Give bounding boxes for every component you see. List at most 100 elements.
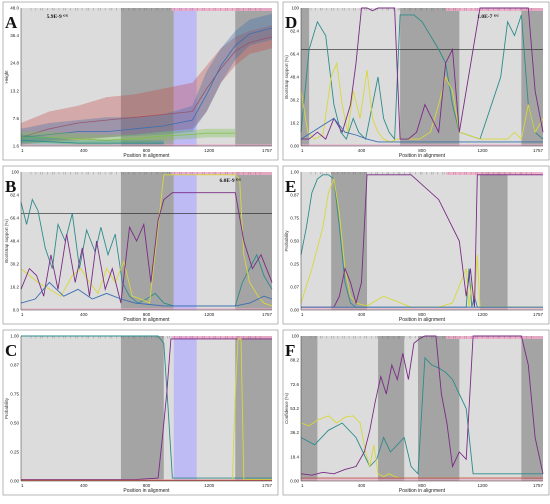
y-axis-label: Bootstrap support (%) <box>4 219 9 263</box>
series-line <box>20 281 273 307</box>
y-tick-label: 0.00 <box>290 144 299 149</box>
x-tick-label: 1200 <box>477 483 488 488</box>
series-line <box>300 356 543 475</box>
x-axis-label: Position in alignment <box>123 153 170 159</box>
bottom-strip <box>301 479 543 481</box>
shaded-region <box>235 8 272 146</box>
x-tick-label: 800 <box>143 483 151 488</box>
series-band <box>21 25 272 145</box>
panel-a: 1 400 800 1200 1757 1.6 7.6 13.2 24.8 36.4 48.0 Pos… <box>2 1 279 161</box>
x-tick-label: 1200 <box>204 312 215 317</box>
y-tick-label: 24.8 <box>10 61 19 66</box>
x-tick-label: 400 <box>358 312 366 317</box>
bottom-strip <box>21 144 272 146</box>
series-line <box>300 335 544 476</box>
y-tick-label: 13.2 <box>10 88 19 93</box>
panel-label: B <box>5 177 16 196</box>
series-line <box>301 7 544 140</box>
panel-label: F <box>285 341 295 360</box>
y-tick-label: 100 <box>291 334 299 339</box>
y-tick-label: 48.4 <box>290 75 299 80</box>
series-line <box>20 139 164 144</box>
highlight-region <box>173 336 197 481</box>
x-tick-label: 1757 <box>262 148 273 153</box>
y-tick-label: 82.4 <box>290 29 299 34</box>
series-line <box>21 338 272 481</box>
x-axis-label: Position in alignment <box>123 488 170 494</box>
panel-d: 1 400 800 1200 1757 0.00 16.2 30.2 48.4 66.4 82.4 1… <box>282 1 550 161</box>
y-axis-label: Probability <box>284 230 289 252</box>
y-tick-label: 0.00 <box>290 479 299 484</box>
top-strip <box>446 336 543 339</box>
x-tick-label: 1 <box>21 312 24 317</box>
shaded-region <box>301 8 310 146</box>
y-axis-label: Confidence (%) <box>284 392 289 424</box>
series-line <box>20 198 273 307</box>
y-tick-label: 16.2 <box>290 121 299 126</box>
x-tick-label: 1 <box>21 148 24 153</box>
series-line <box>300 14 544 141</box>
y-tick-label: 0.50 <box>290 239 299 244</box>
y-tick-label: 48.4 <box>10 239 19 244</box>
shaded-region <box>301 336 318 481</box>
y-tick-label: 30.2 <box>290 98 299 103</box>
y-tick-label: 0.75 <box>10 392 19 397</box>
x-tick-label: 400 <box>80 312 88 317</box>
bottom-strip <box>301 144 543 146</box>
panel-c: 1 400 800 1200 1757 0.00 0.25 0.50 0.75 0.87 1.00 P… <box>2 329 279 496</box>
shaded-region <box>480 172 508 310</box>
y-axis-label: Height <box>4 70 9 84</box>
x-tick-label: 1 <box>301 148 304 153</box>
x-axis-label: Position in alignment <box>399 317 446 323</box>
shaded-region <box>120 336 164 481</box>
x-axis-label: Position in alignment <box>123 317 170 323</box>
top-strip <box>446 8 543 11</box>
y-tick-label: 66.4 <box>290 52 299 57</box>
x-axis-label: Position in alignment <box>399 153 446 159</box>
y-tick-label: 66.4 <box>10 216 19 221</box>
series-line <box>20 27 273 138</box>
y-tick-label: 0.87 <box>290 193 299 198</box>
series-line <box>300 117 543 143</box>
y-tick-label: 0.0 <box>13 308 20 313</box>
series-line <box>20 36 273 138</box>
panel-f: 1 400 800 1200 1757 0.00 18.4 36.2 53.2 72.6 88.2 1… <box>282 329 550 496</box>
panel-label: C <box>5 341 17 360</box>
y-tick-label: 72.6 <box>290 382 299 387</box>
y-tick-label: 0.50 <box>10 421 19 426</box>
y-tick-label: 0.07 <box>290 285 299 290</box>
annotation-label: 6.0E-9 ᴳᴳ <box>220 178 242 184</box>
panel-label: A <box>5 13 18 32</box>
x-tick-label: 1200 <box>477 148 488 153</box>
y-axis-label: Bootstrap support (%) <box>284 55 289 99</box>
x-tick-label: 1 <box>301 312 304 317</box>
highlight-region <box>173 172 197 310</box>
top-strip <box>171 172 272 175</box>
x-tick-label: 400 <box>358 148 366 153</box>
y-tick-label: 30.2 <box>10 262 19 267</box>
y-tick-label: 7.6 <box>13 116 20 121</box>
y-tick-label: 1.6 <box>13 144 20 149</box>
x-axis-label: Position in alignment <box>399 488 446 494</box>
x-tick-label: 800 <box>418 483 426 488</box>
bottom-strip <box>301 308 543 310</box>
y-tick-label: 100 <box>291 6 299 11</box>
panel-label: E <box>285 177 296 196</box>
y-tick-label: 0.00 <box>290 308 299 313</box>
y-tick-label: 1.00 <box>290 170 299 175</box>
series-line <box>20 192 273 304</box>
x-tick-label: 1757 <box>533 148 544 153</box>
y-tick-label: 48.0 <box>10 6 19 11</box>
shaded-region <box>120 8 174 146</box>
x-tick-label: 400 <box>358 483 366 488</box>
shaded-region <box>235 336 272 481</box>
panel-label: D <box>285 13 297 32</box>
shaded-region <box>120 172 174 310</box>
series-line <box>21 335 272 479</box>
top-strip <box>171 336 272 339</box>
x-tick-label: 800 <box>143 312 151 317</box>
y-tick-label: 16.2 <box>10 285 19 290</box>
y-tick-label: 100 <box>11 170 19 175</box>
y-tick-label: 36.4 <box>10 33 19 38</box>
series-line <box>21 132 236 141</box>
